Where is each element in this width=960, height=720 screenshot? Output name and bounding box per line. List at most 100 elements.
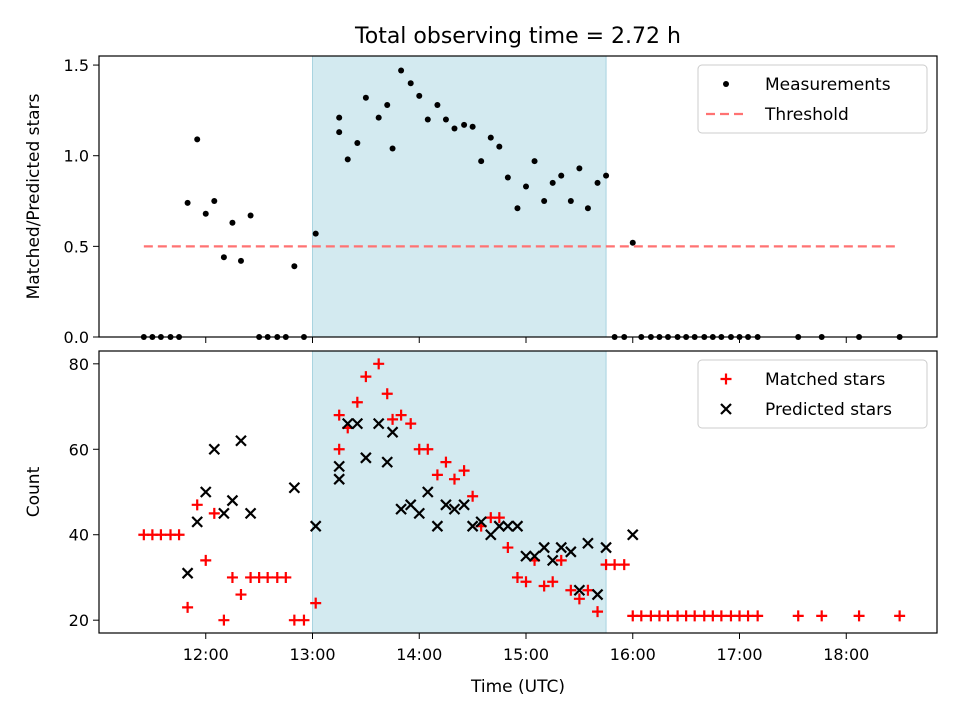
data-point — [182, 601, 194, 613]
data-point — [689, 610, 701, 622]
data-point — [333, 443, 345, 455]
data-point — [514, 205, 521, 212]
data-point — [173, 529, 185, 541]
data-point — [218, 507, 230, 520]
data-point — [431, 520, 444, 532]
data-point — [582, 537, 594, 550]
data-point — [504, 174, 511, 181]
x-tick-label: 15:00 — [503, 645, 549, 664]
data-point — [538, 541, 550, 554]
data-point — [546, 554, 559, 567]
data-point — [752, 610, 764, 622]
data-point — [662, 610, 674, 622]
data-point — [288, 614, 300, 626]
data-point — [853, 610, 865, 622]
data-point — [200, 554, 212, 566]
legend-label: Predicted stars — [765, 400, 892, 420]
data-point — [894, 610, 906, 622]
data-point — [584, 205, 591, 212]
data-point — [451, 125, 458, 132]
data-point — [405, 418, 417, 430]
data-point — [218, 614, 230, 626]
data-point — [541, 198, 548, 205]
x-tick-label: 16:00 — [610, 645, 656, 664]
data-point — [431, 469, 443, 481]
y-tick-label: 80 — [69, 355, 89, 374]
data-point — [372, 417, 385, 430]
data-point — [229, 219, 236, 226]
data-point — [422, 443, 434, 455]
data-point — [310, 597, 322, 609]
data-point — [336, 129, 343, 136]
y-tick-label: 60 — [69, 440, 89, 459]
data-point — [341, 417, 354, 430]
data-point — [291, 263, 298, 270]
data-point — [375, 114, 382, 121]
data-point — [247, 212, 254, 219]
legend-frame — [697, 64, 928, 134]
data-point — [235, 589, 247, 601]
data-point — [407, 80, 414, 87]
data-point — [567, 198, 574, 205]
data-point — [573, 593, 585, 605]
y-axis-label: Matched/Predicted stars — [24, 93, 44, 299]
data-point — [244, 507, 257, 520]
data-point — [558, 172, 565, 179]
data-point — [458, 499, 470, 511]
data-point — [202, 210, 209, 217]
x-tick-label: 13:00 — [289, 645, 335, 664]
data-point — [555, 554, 567, 566]
data-point — [493, 520, 506, 532]
data-point — [528, 550, 541, 562]
series-predicted-stars — [181, 417, 639, 601]
bottom-panel: 20 40 60 80 12:00 13:00 14:00 15:00 16:00 17:00 18… — [24, 350, 938, 664]
data-point — [523, 183, 530, 190]
axes-frame — [98, 55, 938, 338]
data-point — [373, 358, 385, 370]
data-point — [398, 67, 405, 74]
data-point — [591, 588, 604, 601]
data-point — [360, 371, 372, 383]
data-point — [511, 571, 523, 583]
legend-marker — [723, 81, 729, 87]
data-point — [413, 507, 426, 520]
data-point — [485, 528, 497, 541]
observing-window-band — [312, 56, 607, 337]
data-point — [262, 571, 274, 583]
data-point — [360, 452, 372, 464]
data-point — [280, 571, 292, 583]
data-point — [565, 546, 577, 558]
data-point — [502, 542, 514, 554]
x-tick-label: 12:00 — [183, 645, 229, 664]
data-point — [387, 413, 399, 425]
data-point — [235, 434, 247, 447]
data-point — [309, 520, 322, 532]
y-tick-label: 1.0 — [64, 147, 89, 166]
legend-label: Matched stars — [765, 370, 885, 390]
data-point — [194, 136, 201, 143]
data-point — [191, 499, 203, 511]
data-point — [336, 114, 343, 121]
legend-frame — [697, 359, 928, 429]
data-point — [298, 614, 310, 626]
data-point — [469, 123, 476, 130]
data-point — [448, 473, 460, 485]
data-point — [603, 172, 610, 179]
data-point — [531, 158, 538, 165]
data-point — [208, 507, 220, 519]
data-point — [181, 567, 194, 579]
data-point — [440, 499, 452, 511]
data-point — [555, 541, 568, 554]
data-point — [424, 116, 431, 123]
legend: Matched stars Predicted stars — [697, 359, 928, 429]
data-point — [288, 481, 301, 494]
x-tick-label: 18:00 — [823, 645, 869, 664]
data-point — [816, 610, 828, 622]
data-point — [792, 610, 804, 622]
data-point — [440, 456, 452, 468]
data-point — [333, 460, 345, 473]
axes-frame — [98, 350, 938, 634]
data-point — [511, 520, 524, 532]
data-point — [208, 443, 221, 456]
data-point — [592, 606, 604, 618]
